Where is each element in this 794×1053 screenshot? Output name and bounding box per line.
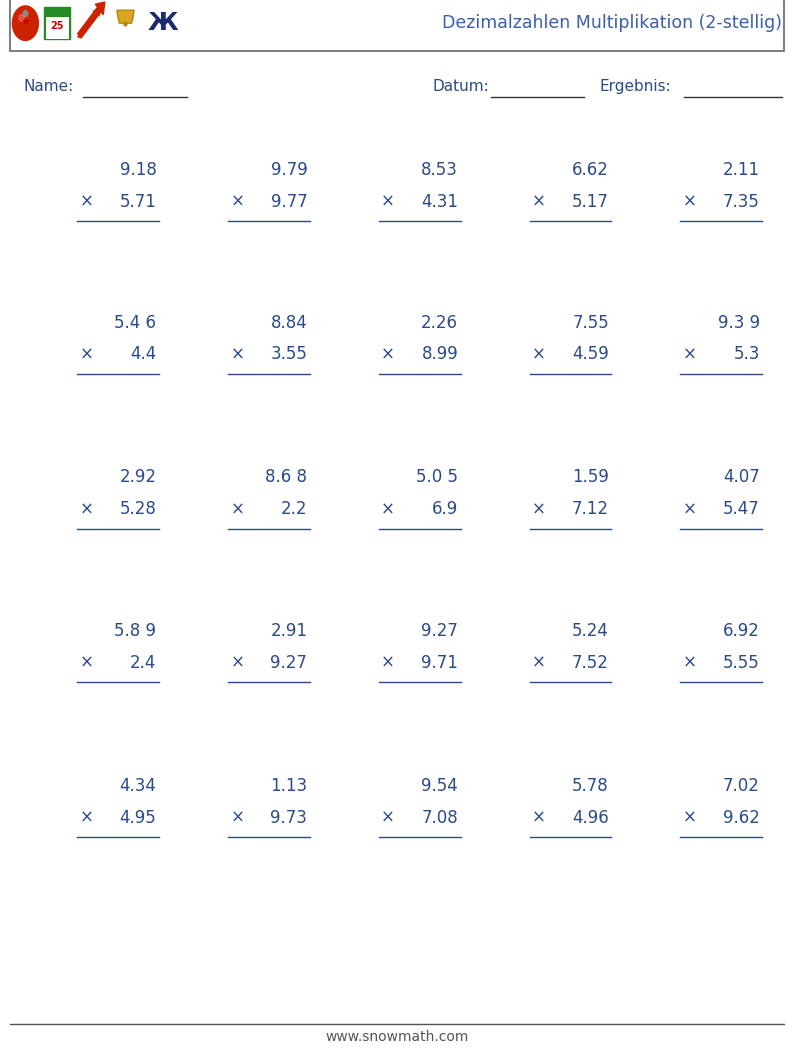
Text: ×: × — [532, 500, 545, 518]
Circle shape — [124, 22, 127, 26]
Text: 4.31: 4.31 — [421, 193, 458, 211]
Text: 5.17: 5.17 — [572, 193, 609, 211]
Text: 6.92: 6.92 — [723, 622, 760, 640]
Text: 5.78: 5.78 — [572, 777, 609, 795]
Text: Datum:: Datum: — [433, 79, 489, 94]
Text: 7.55: 7.55 — [572, 314, 609, 332]
Text: ×: × — [79, 500, 93, 518]
Text: 7.02: 7.02 — [723, 777, 760, 795]
Text: 7.12: 7.12 — [572, 500, 609, 518]
FancyBboxPatch shape — [10, 0, 784, 51]
Text: ×: × — [79, 654, 93, 672]
Text: ×: × — [79, 193, 93, 211]
Text: 5.3: 5.3 — [734, 345, 760, 363]
Text: ×: × — [79, 809, 93, 827]
Text: 9.62: 9.62 — [723, 809, 760, 827]
Text: 5.55: 5.55 — [723, 654, 760, 672]
Text: ×: × — [532, 654, 545, 672]
Text: 5.28: 5.28 — [120, 500, 156, 518]
Text: 2.91: 2.91 — [270, 622, 307, 640]
Text: 9.77: 9.77 — [271, 193, 307, 211]
Text: ×: × — [230, 345, 244, 363]
Text: ×: × — [532, 193, 545, 211]
Text: 3.55: 3.55 — [271, 345, 307, 363]
Text: 8.84: 8.84 — [271, 314, 307, 332]
Text: 25: 25 — [50, 21, 64, 31]
Text: 9.54: 9.54 — [422, 777, 458, 795]
Text: ×: × — [381, 500, 395, 518]
FancyBboxPatch shape — [44, 7, 70, 39]
Text: 5.71: 5.71 — [120, 193, 156, 211]
Text: ×: × — [683, 654, 696, 672]
Text: ×: × — [381, 809, 395, 827]
Text: 2.92: 2.92 — [119, 469, 156, 486]
Text: 1.59: 1.59 — [572, 469, 609, 486]
Circle shape — [19, 15, 24, 21]
Text: Ж: Ж — [148, 12, 178, 35]
Text: ×: × — [230, 193, 244, 211]
Text: 2.4: 2.4 — [130, 654, 156, 672]
Text: 9.18: 9.18 — [120, 161, 156, 179]
Text: 4.07: 4.07 — [723, 469, 760, 486]
Text: 5.8 9: 5.8 9 — [114, 622, 156, 640]
Text: 2.2: 2.2 — [281, 500, 307, 518]
Text: 4.96: 4.96 — [572, 809, 609, 827]
Text: Ergebnis:: Ergebnis: — [599, 79, 671, 94]
Text: 9.27: 9.27 — [422, 622, 458, 640]
Text: 9.73: 9.73 — [271, 809, 307, 827]
Text: 4.59: 4.59 — [572, 345, 609, 363]
Circle shape — [13, 6, 38, 40]
Text: 5.24: 5.24 — [572, 622, 609, 640]
Text: 9.27: 9.27 — [271, 654, 307, 672]
Text: www.snowmath.com: www.snowmath.com — [326, 1030, 468, 1045]
Text: 1.13: 1.13 — [270, 777, 307, 795]
Text: ×: × — [230, 500, 244, 518]
Text: ×: × — [683, 345, 696, 363]
Text: ×: × — [532, 345, 545, 363]
Text: 6.9: 6.9 — [432, 500, 458, 518]
Text: 8.99: 8.99 — [422, 345, 458, 363]
Text: 7.52: 7.52 — [572, 654, 609, 672]
Text: ×: × — [683, 500, 696, 518]
Text: ×: × — [683, 809, 696, 827]
Text: 7.35: 7.35 — [723, 193, 760, 211]
Text: 5.47: 5.47 — [723, 500, 760, 518]
Text: ★: ★ — [21, 18, 30, 28]
FancyBboxPatch shape — [46, 17, 68, 39]
Text: 4.34: 4.34 — [120, 777, 156, 795]
FancyArrow shape — [78, 2, 105, 38]
Text: ×: × — [532, 809, 545, 827]
Text: 5.4 6: 5.4 6 — [114, 314, 156, 332]
Text: ×: × — [79, 345, 93, 363]
Text: ×: × — [230, 809, 244, 827]
Text: 7.08: 7.08 — [422, 809, 458, 827]
Text: 9.79: 9.79 — [271, 161, 307, 179]
Text: 5.0 5: 5.0 5 — [416, 469, 458, 486]
Text: ×: × — [381, 345, 395, 363]
Text: ×: × — [683, 193, 696, 211]
Text: 4.95: 4.95 — [120, 809, 156, 827]
Polygon shape — [117, 11, 134, 23]
Text: ×: × — [381, 654, 395, 672]
Text: ×: × — [230, 654, 244, 672]
Text: ×: × — [381, 193, 395, 211]
Text: 6.62: 6.62 — [572, 161, 609, 179]
Text: 2.26: 2.26 — [421, 314, 458, 332]
Circle shape — [23, 11, 28, 17]
Text: 8.6 8: 8.6 8 — [265, 469, 307, 486]
Text: Dezimalzahlen Multiplikation (2-stellig): Dezimalzahlen Multiplikation (2-stellig) — [442, 14, 782, 33]
Text: 4.4: 4.4 — [130, 345, 156, 363]
Text: 9.3 9: 9.3 9 — [718, 314, 760, 332]
Text: 2.11: 2.11 — [723, 161, 760, 179]
Text: 9.71: 9.71 — [422, 654, 458, 672]
Text: 8.53: 8.53 — [422, 161, 458, 179]
Text: Name:: Name: — [24, 79, 74, 94]
